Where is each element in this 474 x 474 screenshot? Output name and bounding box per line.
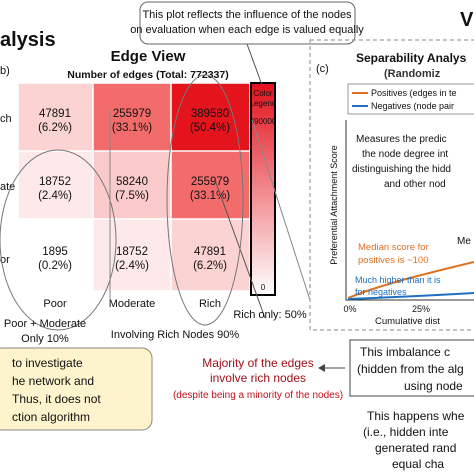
- cell: [18, 83, 93, 151]
- heading: V: [460, 9, 474, 31]
- box-text: This imbalance c: [360, 345, 450, 359]
- cell-share: (33.1%): [112, 122, 152, 134]
- rich-ellipse: [166, 74, 244, 326]
- box-text: using node: [404, 379, 463, 393]
- legend: [347, 83, 474, 115]
- cell-share: (6.2%): [193, 260, 227, 272]
- heading: alysis: [0, 29, 56, 51]
- description: the node degree int: [362, 149, 448, 160]
- legend-entry: Negatives (node pair: [371, 101, 454, 111]
- note: Poor + Moderate: [4, 318, 86, 330]
- imbalance-box: [349, 339, 474, 397]
- cell-share: (50.4%): [190, 122, 230, 134]
- bottom-text: (i.e., hidden inte: [363, 425, 449, 439]
- negatives-note: for negatives: [355, 287, 407, 297]
- cell-count: 18752: [116, 246, 148, 258]
- majority: involve rich nodes: [210, 371, 306, 385]
- y-label: Preferential Attachment Score: [329, 145, 339, 265]
- x-label: Cumulative dist: [375, 316, 440, 327]
- cell-share: (0.2%): [38, 260, 72, 272]
- poor-ellipse: [0, 149, 117, 331]
- bottom-text: generated rand: [375, 441, 456, 455]
- cell-count: 255979: [113, 108, 151, 120]
- median-note: positives is ~100: [358, 255, 429, 266]
- note: Only 10%: [21, 333, 69, 345]
- majority-note: (despite being a minority of the nodes): [173, 390, 343, 401]
- box-text: ction algorithm: [12, 410, 90, 424]
- legend-min: 0: [261, 283, 266, 292]
- heatmap: [17, 82, 251, 292]
- cell: [93, 83, 171, 151]
- description: distinguishing the hidd: [352, 164, 451, 175]
- median-note: Median score for: [358, 242, 429, 253]
- cell: [18, 151, 93, 219]
- panel-label: b): [0, 65, 10, 77]
- yellow-box: [0, 347, 153, 431]
- cell: [171, 219, 250, 291]
- majority: Majority of the edges: [202, 356, 313, 370]
- row-label: ate: [0, 181, 15, 193]
- bottom-text: equal cha: [392, 457, 444, 471]
- title: Separability Analys: [356, 51, 467, 65]
- row-label: or: [0, 254, 10, 266]
- cell-share: (2.4%): [38, 190, 72, 202]
- box-text: Thus, it does not: [12, 392, 101, 406]
- cell-share: (7.5%): [115, 190, 149, 202]
- cell: [93, 151, 171, 219]
- cell-count: 47891: [39, 108, 71, 120]
- negatives-note: Much higher than it is: [355, 275, 441, 285]
- legend-title: Color: [253, 89, 272, 98]
- cell-share: (2.4%): [115, 260, 149, 272]
- column-label: Poor: [43, 298, 67, 310]
- box-text: to investigate: [12, 356, 83, 370]
- column-label: Rich: [199, 298, 221, 310]
- callout-text: This plot reflects the influence of the …: [142, 9, 352, 21]
- cell: [93, 219, 171, 291]
- note: Involving Rich Nodes 90%: [111, 329, 240, 341]
- panel-label: (c): [316, 63, 329, 75]
- cell-count: 18752: [39, 176, 71, 188]
- subtitle: Number of edges (Total: 772337): [67, 69, 228, 81]
- cell-count: 389580: [191, 108, 229, 120]
- cell-count: 58240: [116, 176, 148, 188]
- bottom-text: This happens whe: [367, 409, 465, 423]
- color-legend: [250, 82, 276, 296]
- median-cut: Me: [457, 236, 471, 247]
- cell: [171, 151, 250, 219]
- note: Rich only: 50%: [233, 309, 307, 321]
- negatives-curve: [347, 292, 474, 300]
- cell-count: 255979: [191, 176, 229, 188]
- box-text: he network and: [12, 374, 94, 388]
- callout-text: on evaluation when each edge is valued e…: [130, 24, 364, 36]
- x-tick-label: 25%: [412, 304, 430, 314]
- legend-title: Legend: [250, 99, 277, 108]
- positives-curve: [347, 261, 474, 299]
- column-label: Moderate: [109, 298, 155, 310]
- title: Edge View: [111, 48, 186, 65]
- legend-max: 390000: [250, 117, 277, 126]
- description: Measures the predic: [356, 134, 447, 145]
- row-label: ch: [0, 113, 12, 125]
- panel-frame: [309, 39, 474, 331]
- cell-count: 47891: [194, 246, 226, 258]
- legend-entry: Positives (edges in te: [371, 88, 457, 98]
- cell-share: (33.1%): [190, 190, 230, 202]
- x-tick-label: 0%: [343, 304, 356, 314]
- box-text: (hidden from the alg: [357, 362, 464, 376]
- cell-count: 1895: [42, 246, 68, 258]
- cell-share: (6.2%): [38, 122, 72, 134]
- description: and other nod: [384, 179, 446, 190]
- title: (Randomiz: [384, 68, 441, 80]
- cell: [18, 219, 93, 291]
